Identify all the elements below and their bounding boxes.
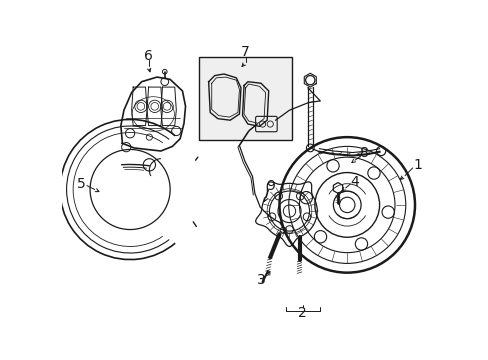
Text: 1: 1 <box>413 158 422 172</box>
Bar <box>199 57 291 140</box>
Text: 6: 6 <box>144 49 153 63</box>
Text: 2: 2 <box>298 306 306 320</box>
Text: 9: 9 <box>265 179 274 193</box>
Text: 7: 7 <box>241 45 249 59</box>
Text: 8: 8 <box>359 145 368 159</box>
Text: 4: 4 <box>350 175 359 189</box>
Text: 3: 3 <box>256 273 265 287</box>
Text: 5: 5 <box>76 177 85 191</box>
